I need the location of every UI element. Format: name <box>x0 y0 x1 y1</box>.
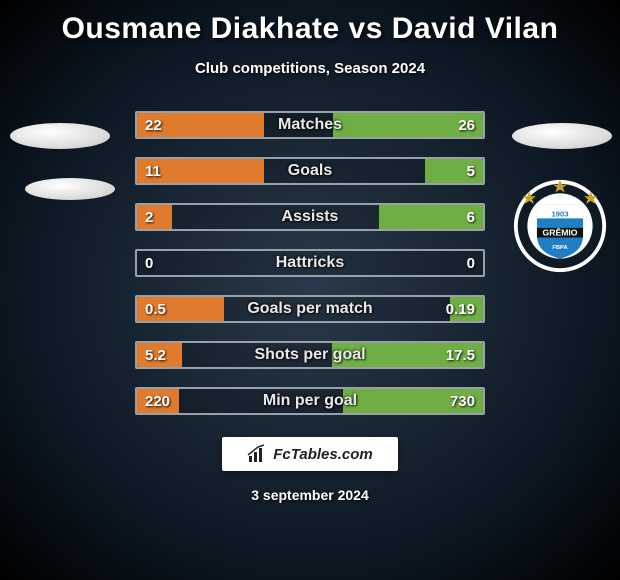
stat-bar-right <box>343 389 483 413</box>
stat-value-left: 0 <box>145 251 153 275</box>
stat-row: Goals115 <box>135 157 485 185</box>
stat-row: Min per goal220730 <box>135 387 485 415</box>
stat-bar-left <box>137 389 179 413</box>
stat-value-right: 0 <box>467 251 475 275</box>
gremio-badge-icon: 1903 GRÊMIO FBPA <box>512 178 608 274</box>
stat-bar-right <box>332 343 483 367</box>
fctables-chart-icon <box>247 444 267 464</box>
stat-row: Assists26 <box>135 203 485 231</box>
svg-text:1903: 1903 <box>551 209 568 218</box>
stat-row: Matches2226 <box>135 111 485 139</box>
stat-bar-right <box>450 297 483 321</box>
stat-row: Goals per match0.50.19 <box>135 295 485 323</box>
club-right-badge: 1903 GRÊMIO FBPA <box>512 178 608 274</box>
player-left-avatar-placeholder <box>10 123 110 149</box>
stat-bar-left <box>137 113 264 137</box>
fctables-logo: FcTables.com <box>222 437 398 471</box>
comparison-card: Ousmane Diakhate vs David Vilan Club com… <box>0 0 620 580</box>
stat-label: Hattricks <box>137 251 483 275</box>
page-title: Ousmane Diakhate vs David Vilan <box>62 12 559 46</box>
stat-bar-right <box>379 205 483 229</box>
stat-bar-left <box>137 297 224 321</box>
player-right-avatar-placeholder <box>512 123 612 149</box>
club-left-badge-placeholder <box>25 178 115 200</box>
stat-bar-left <box>137 205 172 229</box>
stat-bar-left <box>137 159 264 183</box>
stat-bar-right <box>425 159 483 183</box>
stat-bar-left <box>137 343 182 367</box>
fctables-logo-text: FcTables.com <box>273 446 372 463</box>
date-label: 3 september 2024 <box>251 487 369 503</box>
page-subtitle: Club competitions, Season 2024 <box>195 60 425 77</box>
stat-bar-right <box>333 113 483 137</box>
stat-row: Hattricks0 0 <box>135 249 485 277</box>
stat-row: Shots per goal5.217.5 <box>135 341 485 369</box>
stats-container: Matches2226 Goals115 Assists26 Hattricks0 0 G… <box>135 111 485 415</box>
svg-text:GRÊMIO: GRÊMIO <box>543 227 578 238</box>
svg-text:FBPA: FBPA <box>552 245 567 251</box>
